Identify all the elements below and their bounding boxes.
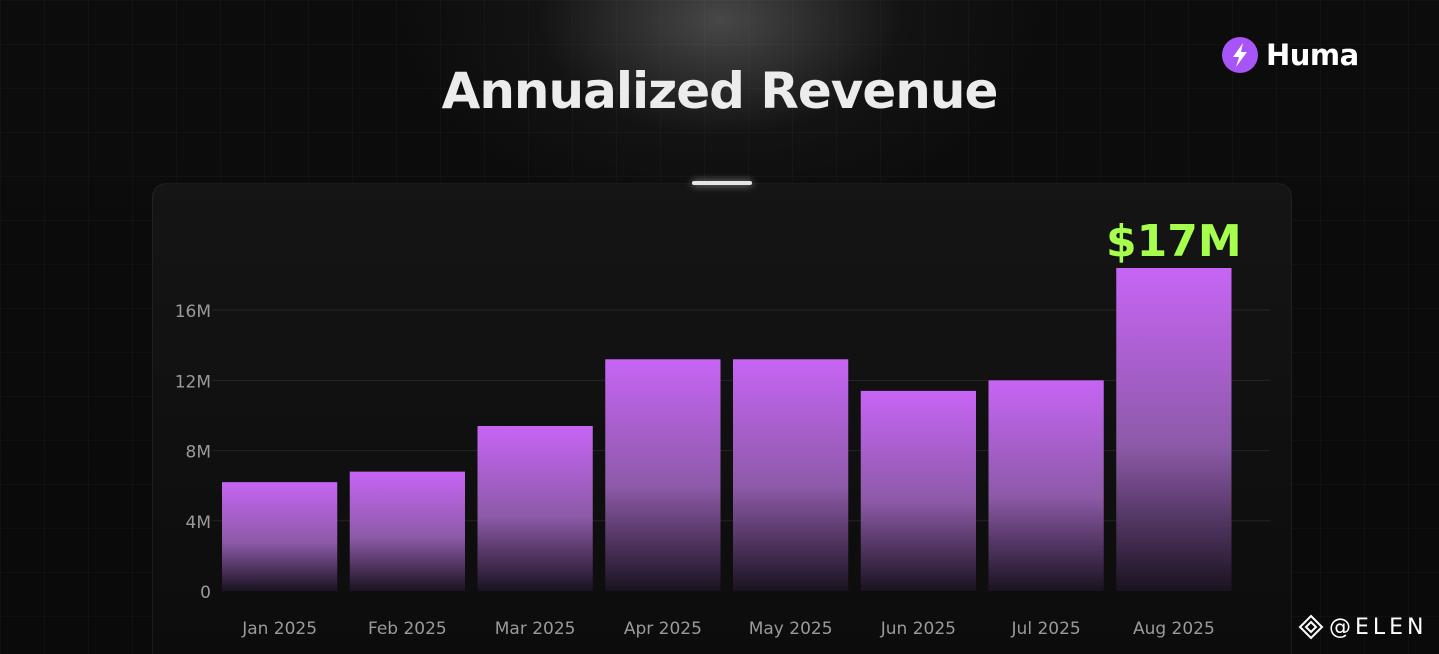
y-tick-label: 0	[200, 583, 211, 603]
panel-notch-highlight	[692, 181, 752, 185]
bar	[1116, 268, 1232, 591]
x-tick-label: Jun 2025	[880, 619, 956, 639]
y-tick-label: 12M	[175, 372, 211, 392]
annotations: $17M	[1106, 216, 1242, 267]
watermark: @ELEN	[1298, 614, 1428, 640]
x-tick-label: Apr 2025	[624, 619, 702, 639]
bar	[733, 359, 849, 591]
bar	[477, 425, 593, 591]
x-axis-ticks: Jan 2025 Feb 2025 Mar 2025 Apr 2025 May 2025…	[241, 619, 1215, 639]
value-annotation: $17M	[1106, 216, 1242, 267]
brand-name: Huma	[1266, 38, 1359, 72]
bar	[349, 471, 465, 591]
lightning-bolt-icon	[1222, 37, 1258, 73]
y-tick-label: 8M	[186, 443, 211, 463]
y-axis-ticks: 0 4M 8M 12M 16M	[175, 302, 211, 603]
bar	[222, 482, 338, 591]
x-tick-label: Jul 2025	[1011, 619, 1081, 639]
y-tick-label: 4M	[186, 513, 211, 533]
chart-title: Annualized Revenue	[441, 62, 999, 120]
x-tick-label: May 2025	[749, 619, 833, 639]
bar	[860, 390, 976, 591]
bar	[988, 380, 1104, 591]
watermark-text: @ELEN	[1329, 614, 1428, 640]
x-tick-label: Mar 2025	[495, 619, 576, 639]
x-tick-label: Feb 2025	[368, 619, 447, 639]
brand-logo: Huma	[1222, 37, 1359, 73]
bar	[605, 359, 721, 591]
binance-diamond-icon	[1298, 614, 1324, 640]
y-tick-label: 16M	[175, 302, 211, 322]
x-tick-label: Jan 2025	[241, 619, 317, 639]
x-tick-label: Aug 2025	[1133, 619, 1215, 639]
bars	[222, 268, 1232, 591]
